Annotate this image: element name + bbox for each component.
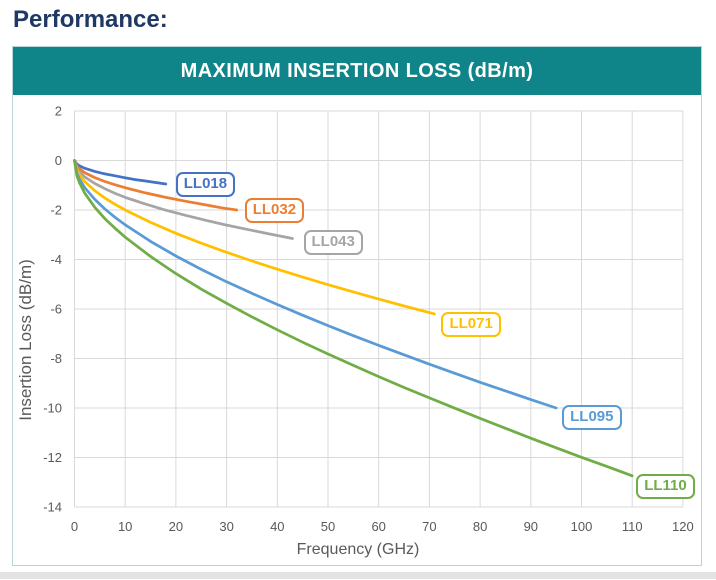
x-tick-label: 40 <box>270 519 284 534</box>
y-tick-label: -8 <box>50 351 62 366</box>
x-tick-label: 80 <box>473 519 487 534</box>
insertion-loss-chart: 0 10 20 30 40 50 60 70 80 90 100 110 120 20-2-4-6-8-… <box>16 104 694 559</box>
x-axis-tick-labels: 0 10 20 30 40 50 60 70 80 90 100 110 120 <box>71 519 694 534</box>
series-curve-LL032 <box>73 159 239 212</box>
series-label-LL095: LL095 <box>562 405 622 430</box>
series-curves <box>73 159 634 478</box>
x-tick-label: 110 <box>622 519 643 534</box>
series-curve-LL043 <box>73 159 294 240</box>
series-curve-LL018 <box>73 159 168 186</box>
series-label-LL071: LL071 <box>441 311 501 337</box>
y-tick-label: 0 <box>55 153 62 168</box>
y-tick-label: 2 <box>55 104 62 119</box>
x-tick-label: 60 <box>371 519 385 534</box>
series-label-LL110: LL110 <box>636 473 695 499</box>
x-tick-label: 100 <box>571 519 593 534</box>
y-tick-label: -6 <box>50 302 62 317</box>
x-tick-label: 30 <box>219 519 233 534</box>
y-tick-label: -12 <box>43 450 62 465</box>
series-label-LL043: LL043 <box>303 230 363 256</box>
x-tick-label: 10 <box>118 519 132 534</box>
chart-header-bar: MAXIMUM INSERTION LOSS (dB/m) <box>13 47 701 95</box>
series-curve-LL071 <box>73 159 436 316</box>
y-tick-label: -4 <box>50 252 62 267</box>
chart-title: MAXIMUM INSERTION LOSS (dB/m) <box>180 59 534 82</box>
x-tick-label: 90 <box>524 519 538 534</box>
y-tick-label: -2 <box>50 203 62 218</box>
series-curve-LL095 <box>73 159 558 410</box>
page-title: Performance: <box>13 6 168 33</box>
x-tick-label: 20 <box>169 519 183 534</box>
series-curve-LL110 <box>73 159 634 478</box>
page-bottom-divider <box>0 572 716 579</box>
gridlines <box>74 110 684 508</box>
y-axis-title: Insertion Loss (dB/m) <box>16 259 35 421</box>
y-tick-label: -10 <box>43 401 62 416</box>
x-tick-label: 70 <box>422 519 436 534</box>
x-tick-label: 120 <box>672 519 694 534</box>
chart-plot-region: 0 10 20 30 40 50 60 70 80 90 100 110 120 2 0 -2 -4 -6 -8-… <box>13 95 701 565</box>
series-label-LL018: LL018 <box>175 172 236 197</box>
x-axis-title: Frequency (GHz) <box>297 541 420 558</box>
insertion-loss-chart-card: MAXIMUM INSERTION LOSS (dB/m) 0 10 20 30 40 5… <box>12 46 702 566</box>
y-tick-label: -14 <box>43 500 62 515</box>
series-label-LL032: LL032 <box>244 198 305 223</box>
x-tick-label: 50 <box>321 519 335 534</box>
y-axis-tick-labels: 2 0 -2 -4 -6 -8 -10 -12 -14 <box>43 104 62 515</box>
x-tick-label: 0 <box>71 519 78 534</box>
